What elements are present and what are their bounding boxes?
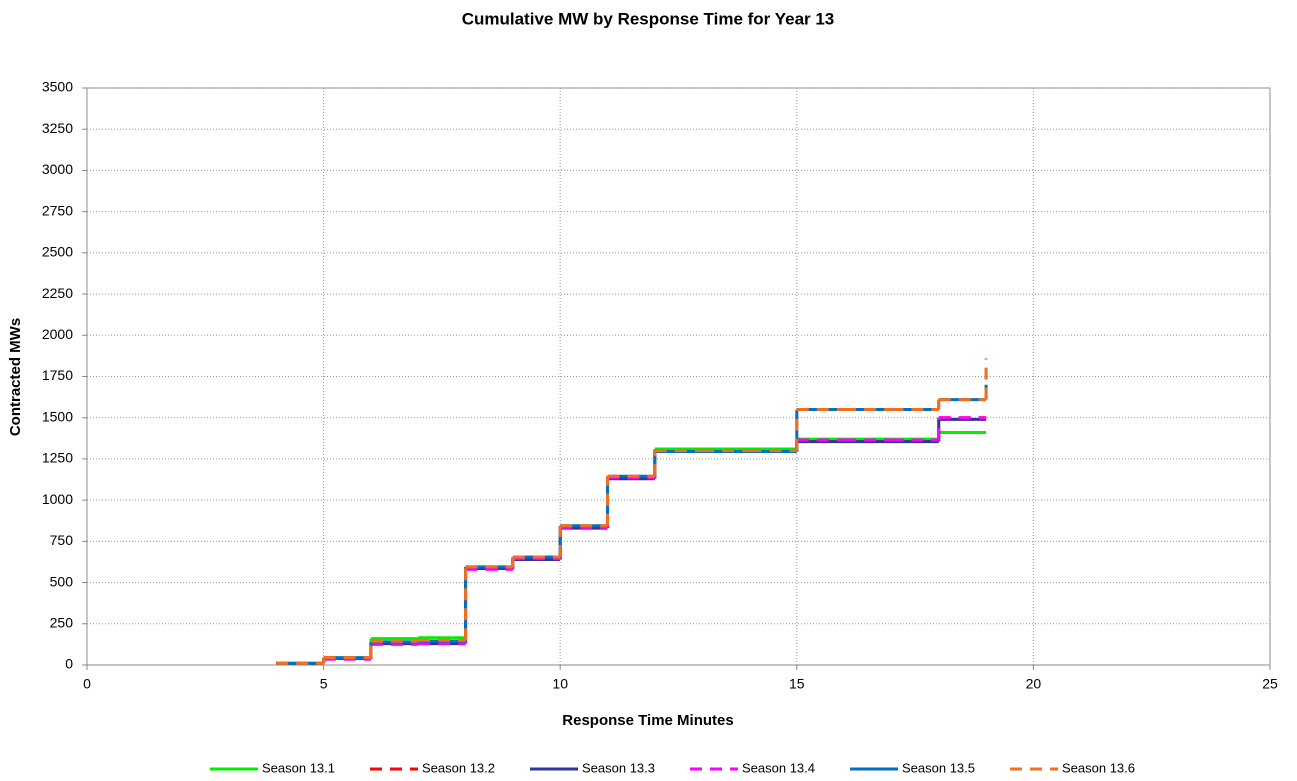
y-tick-label: 1750: [42, 367, 73, 383]
legend-label: Season 13.3: [582, 760, 655, 775]
x-axis-title: Response Time Minutes: [562, 712, 733, 729]
y-tick-label: 2000: [42, 326, 73, 342]
y-tick-label: 250: [50, 614, 74, 630]
y-tick-label: 1250: [42, 450, 73, 466]
y-tick-label: 2500: [42, 244, 73, 260]
legend-label: Season 13.1: [262, 760, 335, 775]
y-tick-label: 3500: [42, 79, 73, 95]
x-tick-label: 0: [83, 676, 91, 692]
legend: Season 13.1 Season 13.2 Season 13.3 Season …: [210, 760, 1135, 775]
x-tick-label: 10: [552, 676, 568, 692]
x-tick-label: 5: [320, 676, 328, 692]
y-tick-label: 1500: [42, 408, 73, 424]
y-axis-title: Contracted MWs: [7, 318, 24, 436]
x-tick-label: 20: [1026, 676, 1042, 692]
legend-label: Season 13.2: [422, 760, 495, 775]
y-tick-label: 750: [50, 532, 74, 548]
legend-label: Season 13.4: [742, 760, 815, 775]
legend-label: Season 13.5: [902, 760, 975, 775]
x-tick-label: 25: [1262, 676, 1278, 692]
y-tick-label: 3250: [42, 120, 73, 136]
x-tick-label: 15: [789, 676, 805, 692]
legend-label: Season 13.6: [1062, 760, 1135, 775]
y-tick-label: 0: [65, 656, 73, 672]
y-tick-label: 500: [50, 573, 74, 589]
y-tick-label: 2750: [42, 202, 73, 218]
y-tick-label: 3000: [42, 161, 73, 177]
series: [276, 358, 988, 665]
y-tick-label: 1000: [42, 491, 73, 507]
y-tick-label: 2250: [42, 285, 73, 301]
chart-title: Cumulative MW by Response Time for Year …: [462, 9, 835, 28]
